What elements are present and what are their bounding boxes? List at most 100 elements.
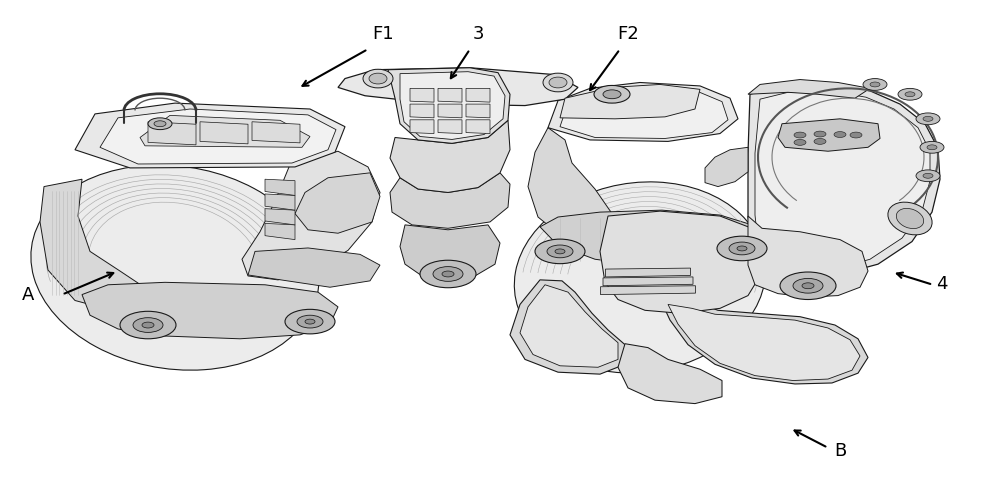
Ellipse shape (543, 73, 573, 92)
Polygon shape (540, 210, 762, 266)
Text: F2: F2 (617, 25, 639, 43)
Polygon shape (390, 173, 510, 228)
Circle shape (547, 245, 573, 258)
Ellipse shape (888, 202, 932, 235)
Circle shape (916, 170, 940, 182)
Polygon shape (660, 299, 868, 384)
Polygon shape (510, 280, 625, 374)
Polygon shape (438, 104, 462, 118)
Polygon shape (338, 68, 578, 106)
Circle shape (834, 132, 846, 137)
Polygon shape (466, 104, 490, 118)
Ellipse shape (896, 208, 924, 229)
Text: A: A (22, 286, 34, 304)
Polygon shape (748, 80, 870, 98)
Circle shape (863, 79, 887, 90)
Polygon shape (410, 88, 434, 102)
Circle shape (133, 318, 163, 332)
Circle shape (420, 260, 476, 288)
Polygon shape (75, 103, 345, 168)
Text: F1: F1 (372, 25, 394, 43)
Polygon shape (295, 173, 380, 233)
Ellipse shape (363, 69, 393, 88)
Circle shape (717, 236, 767, 261)
Polygon shape (252, 122, 300, 143)
Circle shape (148, 118, 172, 130)
Circle shape (729, 242, 755, 255)
Polygon shape (242, 151, 380, 280)
Circle shape (916, 113, 940, 125)
Polygon shape (100, 109, 336, 164)
Polygon shape (560, 84, 700, 119)
Polygon shape (265, 179, 295, 195)
Ellipse shape (31, 165, 319, 370)
Circle shape (433, 267, 463, 281)
Polygon shape (82, 282, 338, 339)
Circle shape (920, 141, 944, 153)
Polygon shape (606, 268, 690, 277)
Circle shape (780, 272, 836, 300)
Polygon shape (603, 277, 693, 286)
Polygon shape (438, 120, 462, 134)
Polygon shape (248, 248, 380, 287)
Polygon shape (705, 147, 748, 187)
Circle shape (794, 139, 806, 145)
Circle shape (793, 278, 823, 293)
Circle shape (285, 309, 335, 334)
Polygon shape (748, 84, 940, 275)
Circle shape (535, 239, 585, 264)
Polygon shape (148, 122, 196, 145)
Polygon shape (755, 91, 930, 269)
Circle shape (850, 132, 862, 138)
Circle shape (923, 173, 933, 178)
Circle shape (297, 315, 323, 328)
Text: 3: 3 (472, 25, 484, 43)
Circle shape (737, 246, 747, 251)
Polygon shape (778, 119, 880, 151)
Polygon shape (410, 120, 434, 134)
Circle shape (120, 311, 176, 339)
Polygon shape (520, 285, 618, 367)
Circle shape (923, 116, 933, 121)
Circle shape (442, 271, 454, 277)
Circle shape (814, 138, 826, 144)
Polygon shape (560, 87, 728, 138)
Polygon shape (140, 115, 310, 147)
Circle shape (898, 88, 922, 100)
Circle shape (154, 121, 166, 127)
Text: B: B (834, 441, 846, 460)
Polygon shape (388, 68, 510, 143)
Circle shape (794, 132, 806, 138)
Ellipse shape (369, 73, 387, 84)
Polygon shape (748, 216, 868, 297)
Polygon shape (400, 225, 500, 280)
Polygon shape (410, 104, 434, 118)
Polygon shape (528, 128, 612, 237)
Circle shape (927, 145, 937, 150)
Polygon shape (466, 88, 490, 102)
Circle shape (594, 85, 630, 103)
Text: 4: 4 (936, 274, 948, 293)
Ellipse shape (514, 182, 766, 373)
Polygon shape (600, 286, 696, 295)
Circle shape (305, 319, 315, 324)
Polygon shape (466, 120, 490, 134)
Polygon shape (618, 344, 722, 404)
Polygon shape (548, 82, 738, 141)
Polygon shape (265, 194, 295, 210)
Circle shape (905, 92, 915, 97)
Circle shape (870, 82, 880, 87)
Polygon shape (390, 120, 510, 192)
Polygon shape (40, 179, 148, 310)
Circle shape (802, 283, 814, 289)
Polygon shape (200, 122, 248, 144)
Circle shape (555, 249, 565, 254)
Polygon shape (265, 223, 295, 240)
Circle shape (603, 90, 621, 99)
Polygon shape (600, 211, 760, 313)
Polygon shape (668, 304, 860, 381)
Polygon shape (265, 209, 295, 225)
Circle shape (814, 131, 826, 137)
Polygon shape (400, 72, 505, 139)
Polygon shape (438, 88, 462, 102)
